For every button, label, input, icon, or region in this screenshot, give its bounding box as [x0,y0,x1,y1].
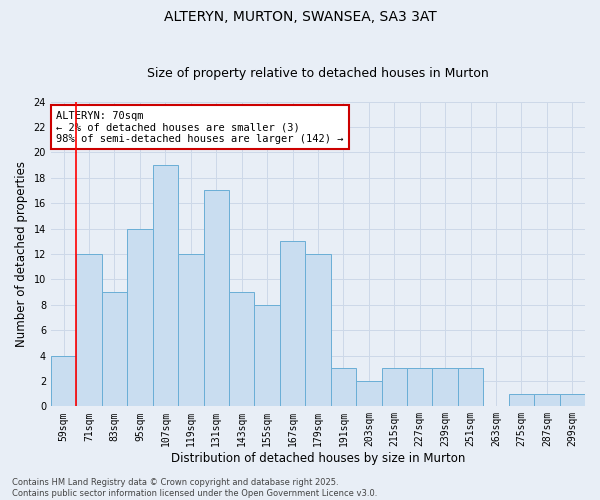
Bar [254,304,280,406]
Bar [382,368,407,406]
Text: Contains HM Land Registry data © Crown copyright and database right 2025.
Contai: Contains HM Land Registry data © Crown c… [12,478,377,498]
Bar [509,394,534,406]
Bar [51,356,76,406]
Text: ALTERYN, MURTON, SWANSEA, SA3 3AT: ALTERYN, MURTON, SWANSEA, SA3 3AT [164,10,436,24]
Bar [560,394,585,406]
Bar [127,228,152,406]
Bar [356,381,382,406]
Bar [76,254,102,406]
Bar [331,368,356,406]
Bar [152,165,178,406]
Bar [458,368,483,406]
Text: ALTERYN: 70sqm
← 2% of detached houses are smaller (3)
98% of semi-detached hous: ALTERYN: 70sqm ← 2% of detached houses a… [56,110,344,144]
Bar [407,368,433,406]
Bar [102,292,127,406]
Bar [229,292,254,406]
X-axis label: Distribution of detached houses by size in Murton: Distribution of detached houses by size … [171,452,465,465]
Bar [203,190,229,406]
Bar [305,254,331,406]
Bar [433,368,458,406]
Title: Size of property relative to detached houses in Murton: Size of property relative to detached ho… [147,66,489,80]
Bar [534,394,560,406]
Y-axis label: Number of detached properties: Number of detached properties [15,161,28,347]
Bar [280,241,305,406]
Bar [178,254,203,406]
